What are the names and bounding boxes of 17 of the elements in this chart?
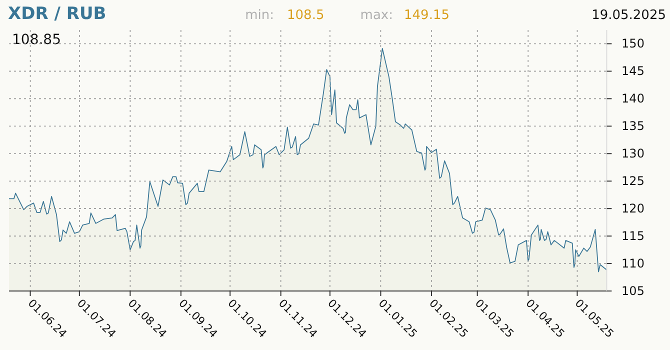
y-tick-label: 150 — [622, 36, 644, 51]
y-tick-label: 115 — [622, 229, 644, 244]
y-tick-label: 110 — [622, 256, 644, 271]
y-tick-label: 105 — [622, 284, 644, 298]
y-tick-label: 125 — [622, 174, 644, 188]
y-tick-label: 145 — [622, 64, 644, 78]
text: max: — [360, 8, 393, 23]
text: 108.5 — [287, 8, 324, 23]
y-tick-label: 130 — [622, 146, 644, 161]
y-tick-label: 120 — [622, 202, 644, 216]
text: 149.15 — [404, 8, 450, 23]
chart-title: XDR / RUB — [8, 4, 106, 24]
y-tick-label: 135 — [622, 119, 644, 134]
y-tick-label: 140 — [622, 92, 644, 106]
annotation: 108.85 — [12, 32, 61, 48]
text: min: — [245, 8, 274, 23]
text: 19.05.2025 — [592, 8, 666, 23]
